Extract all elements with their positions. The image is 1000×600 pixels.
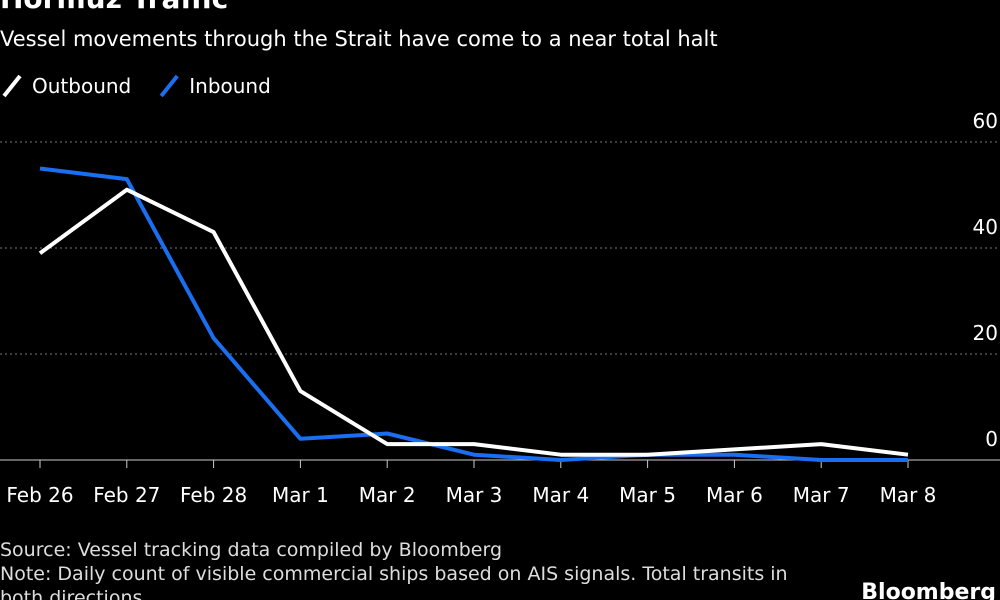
x-tick-label: Mar 7 [793,483,850,507]
x-tick-label: Mar 3 [446,483,503,507]
x-tick-label: Feb 27 [93,483,160,507]
series-line [39,166,908,462]
x-tick-label: Mar 1 [272,483,329,507]
legend-label: Outbound [32,74,131,98]
x-tick-label: Mar 2 [359,483,416,507]
brand: Bloomberg [861,580,996,600]
chart-subtitle: Vessel movements through the Strait have… [0,27,718,51]
x-tick-label: Mar 6 [706,483,763,507]
y-tick-label: 60 [973,109,998,133]
source: Source: Vessel tracking data compiled by… [0,539,503,561]
series-line [38,187,909,457]
y-tick-label: 40 [973,215,998,239]
note: Note: Daily count of visible commercial … [0,563,788,600]
x-tick-label: Mar 8 [880,483,937,507]
x-tick-label: Mar 5 [619,483,676,507]
legend-swatch [2,74,22,98]
chart-title: Hormuz Traffic [0,0,228,15]
x-tick-label: Mar 4 [532,483,589,507]
y-tick-label: 20 [973,321,998,345]
y-tick-label: 0 [985,427,998,451]
x-tick-label: Feb 28 [180,483,247,507]
x-tick-label: Feb 26 [6,483,73,507]
legend-swatch [159,74,179,98]
legend-label: Inbound [189,74,271,98]
